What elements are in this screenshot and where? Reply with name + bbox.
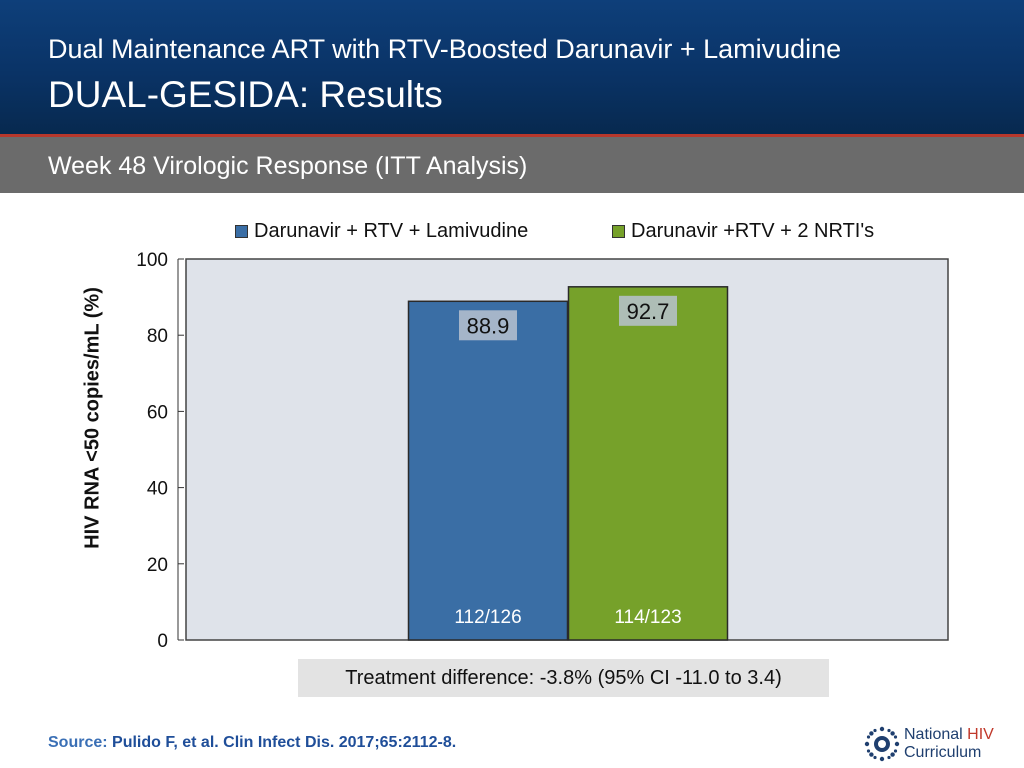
y-tick-label: 60: [147, 402, 168, 423]
chart-legend: Darunavir + RTV + Lamivudine Darunavir +…: [0, 216, 1024, 246]
slide-subtitle-main: DUAL-GESIDA: Results: [48, 74, 443, 115]
gear-sun-icon: [864, 726, 900, 762]
y-tick-label: 80: [147, 326, 168, 347]
source-citation: Source: Pulido F, et al. Clin Infect Dis…: [48, 734, 456, 752]
y-axis-label: HIV RNA <50 copies/mL (%): [81, 287, 104, 549]
logo-hiv: HIV: [967, 726, 994, 743]
logo-national: National: [904, 726, 963, 743]
data-label-series-2: 92.7: [627, 299, 670, 324]
legend-label-series-1: Darunavir + RTV + Lamivudine: [254, 220, 529, 242]
y-tick-label: 0: [157, 631, 168, 652]
source-text: Pulido F, et al. Clin Infect Dis. 2017;6…: [112, 734, 457, 751]
data-label-series-1: 88.9: [467, 313, 510, 338]
legend-label-series-2: Darunavir +RTV + 2 NRTI's: [631, 220, 875, 242]
header-accent-line: [0, 134, 1024, 137]
legend-swatch-series-1: [235, 225, 248, 238]
logo-text: National HIV Curriculum: [904, 726, 994, 762]
national-hiv-curriculum-logo: National HIV Curriculum: [864, 724, 1014, 764]
bar-series-2: [567, 286, 729, 641]
bar-series-1: [407, 300, 569, 641]
legend-item-series-1: Darunavir + RTV + Lamivudine: [235, 220, 528, 243]
y-tick-label: 20: [147, 555, 168, 576]
subtitle-bar: [0, 137, 1024, 193]
slide-title: Dual Maintenance ART with RTV-Boosted Da…: [48, 34, 842, 64]
logo-curriculum: Curriculum: [904, 744, 982, 761]
data-label-box-series-1: [459, 310, 517, 341]
treatment-difference-text: Treatment difference: -3.8% (95% CI -11.…: [345, 666, 782, 689]
source-label: Source:: [48, 734, 108, 751]
legend-swatch-series-2: [612, 225, 625, 238]
header-banner: [0, 0, 1024, 134]
count-label-series-2: 114/123: [614, 607, 681, 628]
y-tick-label: 40: [147, 479, 168, 500]
section-subtitle: Week 48 Virologic Response (ITT Analysis…: [48, 152, 528, 180]
treatment-difference-box: Treatment difference: -3.8% (95% CI -11.…: [298, 659, 829, 697]
y-tick-label: 100: [136, 250, 168, 271]
count-label-series-1: 112/126: [454, 607, 521, 628]
legend-item-series-2: Darunavir +RTV + 2 NRTI's: [612, 220, 874, 243]
data-label-box-series-2: [619, 295, 677, 326]
